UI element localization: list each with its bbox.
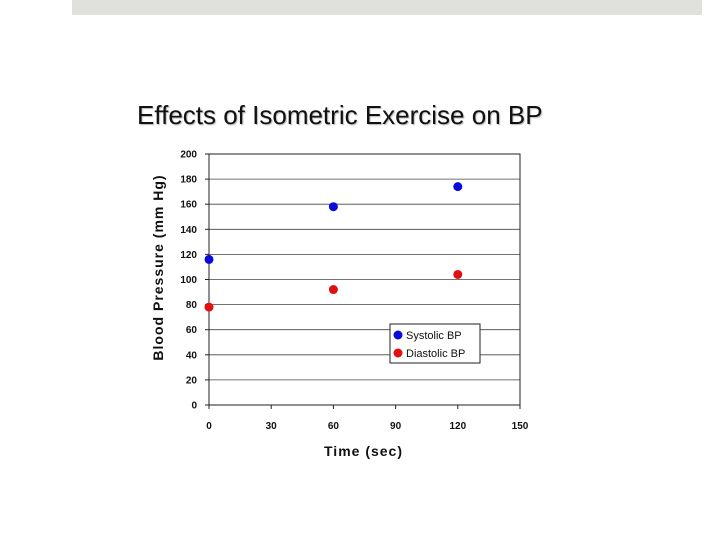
x-axis-label: Time (sec) [324,443,403,459]
legend-marker [393,330,403,340]
y-tick-label: 40 [186,350,198,361]
legend-label: Systolic BP [406,330,462,342]
x-tick-label: 30 [266,421,278,432]
y-tick-label: 0 [191,401,197,412]
grid-lines [209,178,520,381]
y-tick-label: 20 [186,375,198,386]
y-tick-label: 80 [186,300,198,311]
y-tick-label: 140 [180,225,197,236]
y-tick-label: 120 [180,250,197,261]
legend-box [389,323,481,364]
y-tick-label: 160 [180,200,197,211]
slide-title: Effects of Isometric Exercise on BP [137,100,543,130]
y-tick-label: 200 [180,150,197,161]
data-point-systolic-bp [453,182,463,192]
y-tick-label: 100 [180,275,197,286]
x-tick-label: 90 [390,421,402,432]
data-point-diastolic-bp [204,302,214,312]
x-tick-label: 120 [449,421,466,432]
legend-marker [393,348,403,358]
data-points [204,182,463,312]
top-decorative-band [72,0,702,15]
data-point-systolic-bp [204,254,214,264]
x-tick-label: 150 [512,421,529,432]
data-point-diastolic-bp [328,285,338,295]
x-tick-label: 60 [328,421,340,432]
x-tick-label: 0 [206,421,212,432]
legend-label: Diastolic BP [406,348,465,360]
chart-legend: Systolic BP Diastolic BP [389,323,481,364]
data-point-systolic-bp [328,202,338,212]
axis-ticks: 0 20 40 60 80 100 120 140 160 180 200 0 30 60 90 120 150 [180,150,528,433]
y-tick-label: 60 [186,325,198,336]
y-tick-label: 180 [180,175,197,186]
y-axis-label: Blood Pressure (mm Hg) [150,174,166,360]
data-point-diastolic-bp [453,269,463,279]
